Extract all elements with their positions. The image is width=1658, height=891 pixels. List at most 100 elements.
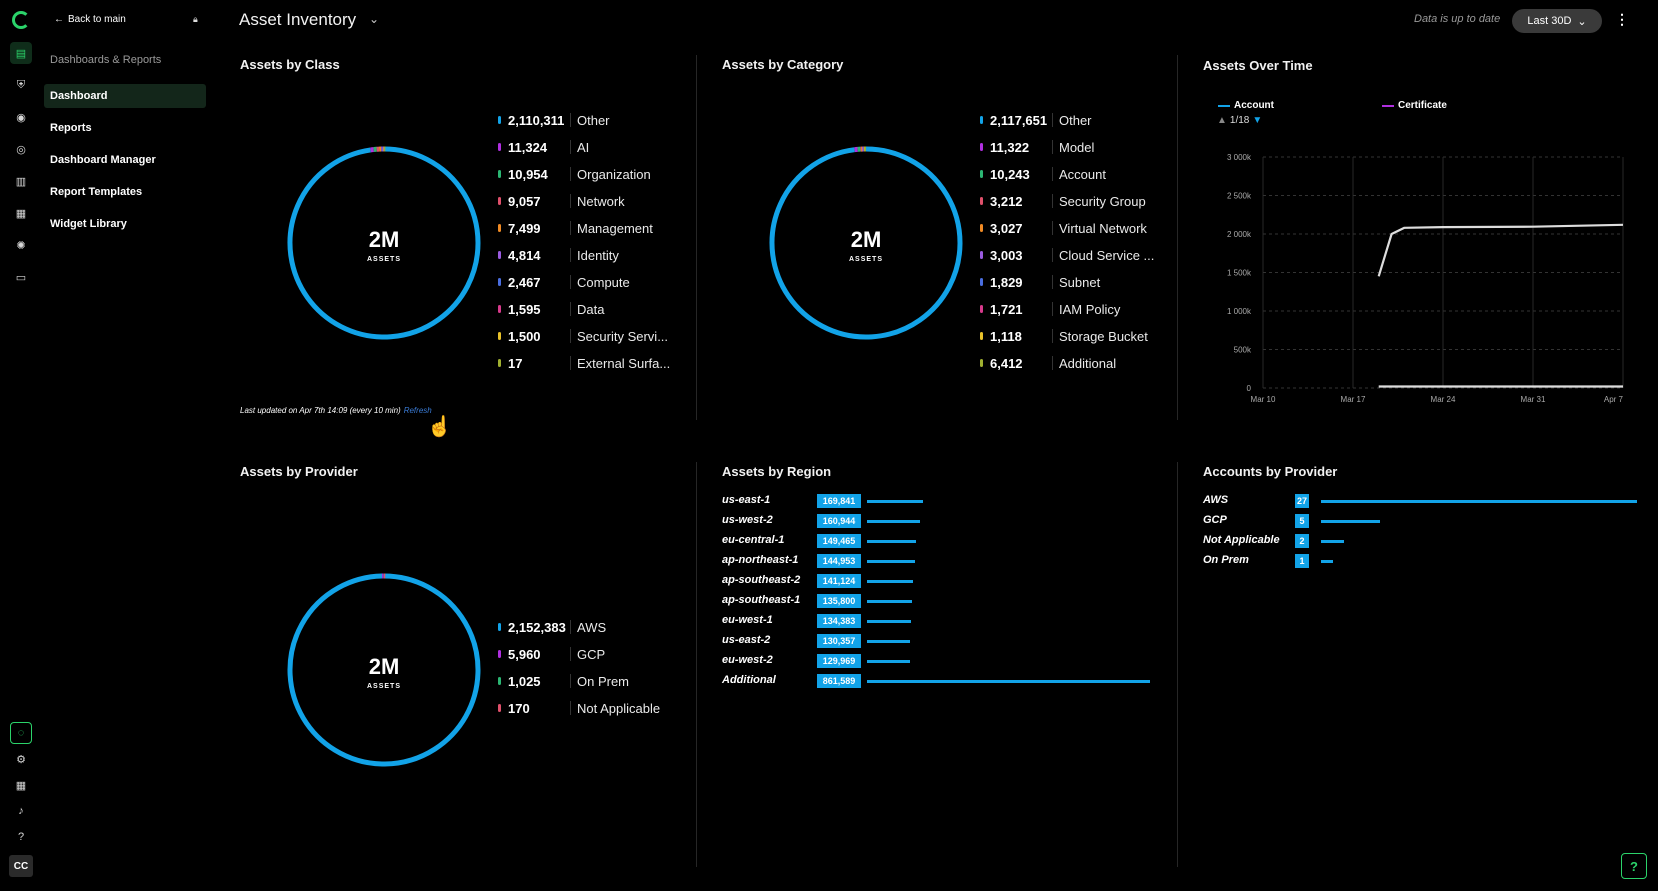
legend-color-dot (498, 224, 501, 232)
legend-item[interactable]: 2,152,383 AWS (498, 617, 606, 637)
bell-icon[interactable]: ♪ (18, 805, 24, 817)
gear-icon[interactable]: ⚙ (16, 753, 26, 766)
legend-separator (570, 113, 571, 127)
refresh-link[interactable]: Refresh (403, 406, 432, 415)
legend-item[interactable]: 3,003 Cloud Service ... (980, 245, 1154, 265)
legend-item[interactable]: 11,324 AI (498, 137, 589, 157)
pager-text: 1/18 (1229, 115, 1250, 126)
legend-item[interactable]: 6,412 Additional (980, 353, 1116, 373)
legend-item[interactable]: 9,057 Network (498, 191, 625, 211)
legend-item[interactable]: 3,212 Security Group (980, 191, 1146, 211)
lock-icon[interactable]: 🔒︎ (193, 14, 198, 24)
range-select[interactable]: Last 30D ⌄ (1512, 9, 1602, 33)
legend-item-account[interactable]: Account (1218, 100, 1274, 111)
legend-item[interactable]: 11,322 Model (980, 137, 1094, 157)
bar-row-name: us-east-1 (722, 494, 771, 506)
chevron-down-icon[interactable]: ⌄ (369, 12, 380, 26)
donut-center-label: ASSETS (367, 256, 401, 263)
apps-grid-icon[interactable]: ▦ (15, 779, 27, 792)
donut-chart-category[interactable]: 2M ASSETS (766, 143, 966, 343)
legend-color-dot (498, 359, 501, 367)
legend-item[interactable]: 5,960 GCP (498, 644, 605, 664)
legend-item[interactable]: 1,500 Security Servi... (498, 326, 668, 346)
back-to-main-link[interactable]: ← Back to main (54, 14, 126, 25)
legend-item[interactable]: 2,117,651 Other (980, 110, 1092, 130)
bar-row-bar (867, 620, 912, 623)
legend-value: 2,152,383 (508, 619, 566, 635)
sidebar-section-label: Dashboards & Reports (50, 54, 162, 66)
page-title[interactable]: Asset Inventory (239, 10, 357, 29)
cards-icon[interactable]: ▦ (15, 207, 27, 220)
legend-item[interactable]: 4,814 Identity (498, 245, 619, 265)
legend-item[interactable]: 10,243 Account (980, 164, 1106, 184)
sidebar-item-reports[interactable]: Reports (50, 122, 92, 134)
clipboard-icon[interactable]: ▥ (15, 175, 27, 188)
donut-slice[interactable] (287, 573, 481, 767)
legend-label: Security Servi... (577, 328, 669, 344)
bar-row[interactable]: ap-southeast-2 141,124 (722, 574, 1162, 588)
bar-row[interactable]: AWS 27 (1203, 494, 1643, 508)
target-icon[interactable]: ◎ (16, 143, 26, 156)
bar-row[interactable]: Not Applicable 2 (1203, 534, 1643, 548)
bar-row[interactable]: eu-west-2 129,969 (722, 654, 1162, 668)
sidebar-item-dashboard-manager[interactable]: Dashboard Manager (50, 154, 156, 166)
legend-item[interactable]: 17 External Surfa... (498, 353, 670, 373)
legend-value: 1,829 (990, 274, 1023, 290)
donut-chart-class[interactable]: 2M ASSETS (284, 143, 484, 343)
avatar[interactable]: CC (9, 855, 33, 877)
bar-row[interactable]: eu-west-1 134,383 (722, 614, 1162, 628)
legend-item[interactable]: 170 Not Applicable (498, 698, 660, 718)
sidebar: ← Back to main 🔒︎ Dashboards & Reports D… (42, 0, 212, 891)
legend-separator (1052, 113, 1053, 127)
legend-item[interactable]: 10,954 Organization (498, 164, 651, 184)
bar-row[interactable]: ap-northeast-1 144,953 (722, 554, 1162, 568)
more-options-icon[interactable]: ⋮ (1615, 11, 1629, 27)
legend-item[interactable]: 3,027 Virtual Network (980, 218, 1147, 238)
window-icon[interactable]: ▭ (15, 271, 27, 284)
help-button[interactable]: ? (1621, 853, 1647, 879)
legend-item[interactable]: 7,499 Management (498, 218, 653, 238)
series-line[interactable] (1377, 223, 1624, 277)
legend-value: 170 (508, 700, 530, 716)
legend-separator (1052, 329, 1053, 343)
line-chart-over-time[interactable]: 0 500k 1 000k 1 500k 2 000k 2 500k 3 000k Mar 1… (1203, 140, 1633, 410)
app-logo-icon[interactable] (12, 11, 30, 29)
bar-row-bar (1321, 500, 1637, 503)
legend-color-dot (980, 224, 983, 232)
legend-separator (1052, 275, 1053, 289)
legend-label: External Surfa... (577, 355, 671, 371)
pager-up-icon[interactable]: ▲ (1217, 115, 1227, 126)
shield-icon[interactable]: ⛨ (16, 78, 26, 91)
legend-item[interactable]: 1,721 IAM Policy (980, 299, 1120, 319)
sidebar-item-report-templates[interactable]: Report Templates (50, 186, 143, 198)
activity-icon[interactable]: ◌ (10, 722, 32, 744)
pager-down-icon[interactable]: ▼ (1252, 115, 1263, 126)
donut-chart-provider[interactable]: 2M ASSETS (284, 570, 484, 770)
sidebar-item-dashboard[interactable]: Dashboard (44, 84, 206, 108)
sidebar-item-widget-library[interactable]: Widget Library (50, 218, 127, 230)
legend-item[interactable]: 1,829 Subnet (980, 272, 1100, 292)
legend-color-dot (980, 116, 983, 124)
help-circle-icon[interactable]: ? (17, 831, 25, 843)
dashboards-icon[interactable]: ▤ (10, 42, 32, 64)
donut-slice[interactable] (769, 146, 963, 340)
bar-row[interactable]: us-east-1 169,841 (722, 494, 1162, 508)
bar-row[interactable]: On Prem 1 (1203, 554, 1643, 568)
bar-row[interactable]: eu-central-1 149,465 (722, 534, 1162, 548)
legend-item[interactable]: 1,025 On Prem (498, 671, 629, 691)
legend-item[interactable]: 2,110,311 Other (498, 110, 610, 130)
y-tick-label: 2 000k (1227, 230, 1252, 239)
legend-item[interactable]: 2,467 Compute (498, 272, 630, 292)
eye-icon[interactable]: ◉ (16, 111, 26, 124)
donut-slice[interactable] (287, 146, 481, 340)
bar-row[interactable]: us-west-2 160,944 (722, 514, 1162, 528)
legend-item[interactable]: 1,595 Data (498, 299, 604, 319)
network-icon[interactable]: ✺ (16, 239, 26, 252)
bar-row[interactable]: ap-southeast-1 135,800 (722, 594, 1162, 608)
legend-item[interactable]: 1,118 Storage Bucket (980, 326, 1148, 346)
legend-item-certificate[interactable]: Certificate (1382, 100, 1447, 111)
bar-row[interactable]: GCP 5 (1203, 514, 1643, 528)
bar-row[interactable]: Additional 861,589 (722, 674, 1162, 688)
bar-row[interactable]: us-east-2 130,357 (722, 634, 1162, 648)
bar-row-name: AWS (1203, 494, 1229, 506)
